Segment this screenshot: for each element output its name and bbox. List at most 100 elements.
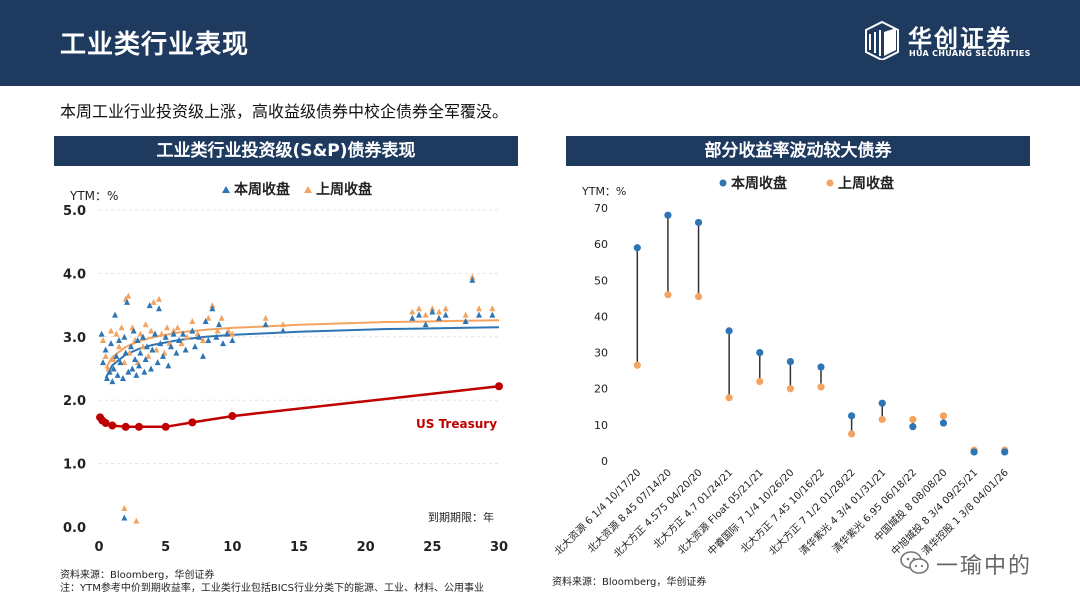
last-week-point <box>145 352 152 359</box>
last-week-point <box>170 327 177 334</box>
left-x-tick-label: 30 <box>490 540 508 555</box>
this-week-point <box>146 302 153 309</box>
right-y-axis-label: YTM：% <box>581 185 626 198</box>
this-week-point <box>165 362 172 369</box>
left-y-tick-label: 4.0 <box>63 267 86 282</box>
this-week-point <box>148 365 154 372</box>
last-week-point <box>422 311 429 318</box>
this-week-point <box>196 333 202 340</box>
this-week-point <box>129 365 136 372</box>
last-week-point <box>100 336 106 343</box>
last-week-dot <box>694 292 703 301</box>
this-week-trend-line <box>104 326 500 379</box>
this-week-point <box>114 371 121 378</box>
this-week-point <box>156 305 162 312</box>
last-week-dot <box>848 430 856 438</box>
this-week-point <box>106 368 113 375</box>
right-dumbbells <box>633 211 1009 456</box>
left-y-tick-label: 0.0 <box>63 521 86 536</box>
this-week-point <box>133 371 140 378</box>
legend-this-week-dot <box>719 179 727 187</box>
this-week-point <box>162 333 169 340</box>
this-week-point <box>144 343 150 350</box>
left-x-tick-label: 10 <box>223 540 241 555</box>
last-week-point <box>108 327 114 334</box>
last-week-point <box>469 273 476 280</box>
this-week-point <box>170 330 177 337</box>
last-week-point <box>280 321 286 328</box>
last-week-point <box>429 305 436 312</box>
left-y-tick-label: 2.0 <box>63 394 86 409</box>
last-week-point <box>184 333 190 340</box>
this-week-point <box>110 365 117 372</box>
this-week-point <box>128 343 134 350</box>
this-week-point <box>141 368 148 375</box>
last-week-point <box>489 305 496 312</box>
this-week-dot <box>1001 448 1009 456</box>
left-y-tick-label: 5.0 <box>63 204 86 219</box>
right-y-tick-label: 30 <box>594 347 608 360</box>
last-week-point <box>110 355 117 362</box>
this-week-point <box>140 333 146 340</box>
us-treasury-point <box>101 419 110 428</box>
last-week-point <box>148 327 154 334</box>
this-week-point <box>121 514 128 521</box>
this-week-point <box>436 314 442 321</box>
this-week-point <box>209 305 216 312</box>
this-week-point <box>176 336 182 343</box>
legend-last-week-label: 上周收盘 <box>316 181 372 198</box>
last-week-point <box>262 314 269 321</box>
this-week-point <box>280 327 286 334</box>
this-week-point <box>416 311 422 318</box>
us-treasury-point <box>108 421 117 430</box>
last-week-point <box>229 330 236 337</box>
this-week-dot <box>939 419 948 427</box>
header-bar: 工业类行业表现 华创证券 HUA CHUANG SECURITIES <box>0 0 1080 86</box>
last-week-dot <box>786 385 794 393</box>
this-week-point <box>121 333 128 340</box>
left-axes: 0.0 1.0 2.0 3.0 4.0 5.0 0 5 10 15 20 25 30 <box>63 204 508 555</box>
legend-last-week-label: 上周收盘 <box>838 175 894 192</box>
this-week-point <box>134 336 141 343</box>
volatile-bond-dumbbell-chart: 0 10 20 30 40 50 60 70 北大资源 6 1/4 10/17/20北大资源 … <box>552 175 1011 560</box>
last-week-point <box>113 330 120 337</box>
this-week-point <box>124 298 130 305</box>
legend-this-week-marker <box>222 186 230 193</box>
last-week-point <box>462 311 469 318</box>
this-week-point <box>182 346 189 353</box>
us-treasury-point <box>161 422 170 431</box>
right-y-tick-label: 0 <box>601 455 608 468</box>
this-week-point <box>422 321 429 328</box>
last-week-dot <box>939 412 948 420</box>
this-week-point <box>189 327 196 334</box>
last-week-point <box>442 305 449 312</box>
last-week-point <box>209 302 216 309</box>
right-y-tick-label: 60 <box>594 238 608 251</box>
left-x-tick-label: 5 <box>161 540 170 555</box>
this-week-point <box>137 349 144 356</box>
left-y-tick-label: 3.0 <box>63 331 86 346</box>
last-week-point <box>189 317 196 324</box>
last-week-point <box>126 349 133 356</box>
right-y-tick-label: 20 <box>594 383 608 396</box>
left-x-tick-label: 20 <box>357 540 375 555</box>
last-week-point <box>125 292 132 299</box>
this-week-point <box>180 330 186 337</box>
right-y-tick-label: 50 <box>594 274 608 287</box>
last-week-point <box>476 305 482 312</box>
last-week-point <box>142 321 149 328</box>
last-week-point <box>158 330 165 337</box>
right-chart-title: 部分收益率波动较大债券 <box>566 136 1030 166</box>
logo-chinese-name: 华创证券 <box>908 25 1012 53</box>
left-last-week-points <box>100 273 496 524</box>
last-week-point <box>409 308 416 315</box>
wechat-icon <box>900 551 929 574</box>
this-week-point <box>229 336 236 343</box>
last-week-point <box>436 308 442 315</box>
last-week-dot <box>725 394 733 402</box>
last-week-point <box>116 343 122 350</box>
this-week-point <box>462 317 469 324</box>
this-week-point <box>136 362 142 369</box>
this-week-point <box>117 359 124 366</box>
ig-bond-scatter-chart: 0.0 1.0 2.0 3.0 4.0 5.0 0 5 10 15 20 25 30 本周收盘 上周收盘… <box>63 181 508 555</box>
